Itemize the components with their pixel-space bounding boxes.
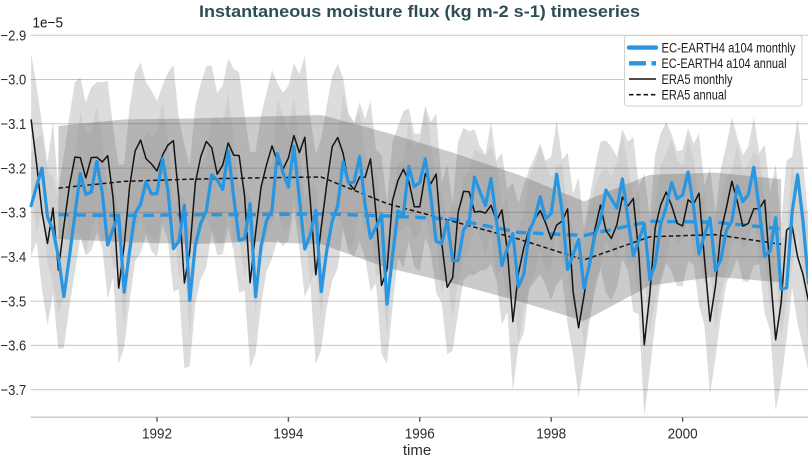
- svg-text:2000: 2000: [668, 426, 698, 443]
- svg-text:−3.3: −3.3: [1, 205, 27, 222]
- svg-text:Instantaneous moisture flux (k: Instantaneous moisture flux (kg m-2 s-1)…: [199, 2, 640, 21]
- svg-text:−3.0: −3.0: [1, 72, 27, 89]
- svg-text:1994: 1994: [273, 426, 303, 443]
- svg-text:1996: 1996: [405, 426, 435, 443]
- svg-text:−3.1: −3.1: [1, 116, 27, 133]
- svg-text:1998: 1998: [536, 426, 566, 443]
- svg-text:1e−5: 1e−5: [33, 15, 64, 32]
- svg-text:−3.6: −3.6: [1, 338, 27, 355]
- svg-text:−2.9: −2.9: [1, 27, 27, 44]
- svg-text:1992: 1992: [142, 426, 172, 443]
- svg-text:−3.5: −3.5: [1, 293, 27, 310]
- svg-text:EC-EARTH4 a104 monthly: EC-EARTH4 a104 monthly: [662, 41, 796, 56]
- svg-text:−3.7: −3.7: [1, 382, 27, 399]
- svg-text:−3.4: −3.4: [1, 249, 27, 266]
- svg-text:EC-EARTH4 a104 annual: EC-EARTH4 a104 annual: [662, 56, 787, 71]
- svg-text:ERA5 annual: ERA5 annual: [662, 88, 727, 103]
- svg-text:time: time: [403, 442, 431, 457]
- svg-text:−3.2: −3.2: [1, 160, 27, 177]
- svg-text:ERA5 monthly: ERA5 monthly: [662, 72, 733, 87]
